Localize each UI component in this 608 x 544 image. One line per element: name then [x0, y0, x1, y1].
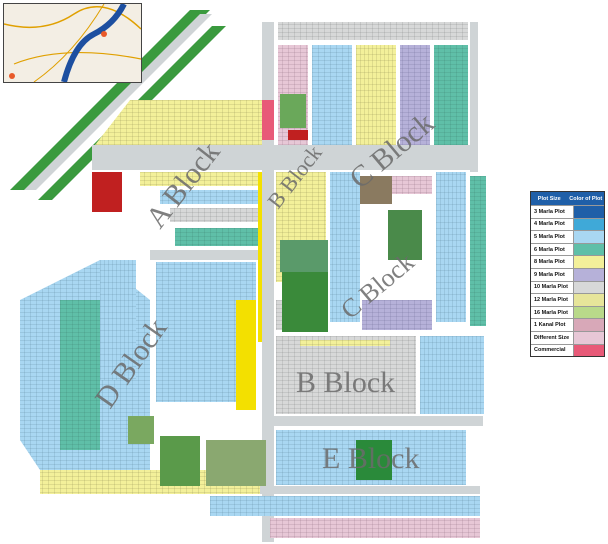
legend-label: Different Size [534, 334, 570, 341]
legend-label: 10 Marla Plot [534, 284, 568, 291]
legend-swatch [573, 218, 604, 231]
block-label-b-lower: B Block [296, 366, 395, 399]
legend-label: Commercial [534, 347, 566, 354]
north-plots [262, 22, 468, 145]
legend-header: Plot Size Color of Plot [531, 192, 604, 205]
legend-swatch [573, 281, 604, 294]
legend-row: 5 Marla Plot [531, 230, 604, 243]
legend-swatch [573, 256, 604, 268]
legend-row: 6 Marla Plot [531, 242, 604, 256]
legend-swatch [573, 268, 604, 281]
legend-label: 1 Kanal Plot [534, 322, 566, 329]
legend-swatch [573, 243, 604, 256]
legend-row: 8 Marla Plot [531, 255, 604, 268]
location-inset-map [3, 3, 142, 83]
inset-map-graphic [4, 4, 141, 82]
legend-swatch [573, 331, 604, 344]
plot-size-legend: Plot Size Color of Plot 3 Marla Plot 4 Ma… [530, 191, 605, 358]
legend-row: 9 Marla Plot [531, 267, 604, 281]
legend-label: 8 Marla Plot [534, 259, 565, 266]
b-block-lower-plots [236, 300, 484, 414]
legend-row: 16 Marla Plot [531, 305, 604, 319]
legend-row: Different Size [531, 330, 604, 344]
location-pin-icon [9, 73, 15, 79]
legend-row: 1 Kanal Plot [531, 318, 604, 331]
roads [92, 22, 483, 542]
legend-label: 4 Marla Plot [534, 221, 565, 228]
legend-row: 4 Marla Plot [531, 217, 604, 231]
legend-label: 6 Marla Plot [534, 246, 565, 253]
legend-swatch [573, 319, 604, 331]
legend-label: 9 Marla Plot [534, 271, 565, 278]
legend-label: 5 Marla Plot [534, 233, 565, 240]
e-block-plots [210, 430, 480, 538]
legend-header-size: Plot Size [537, 195, 561, 202]
legend-header-color: Color of Plot [569, 195, 603, 202]
legend-label: 16 Marla Plot [534, 309, 568, 316]
legend-row: 12 Marla Plot [531, 293, 604, 306]
park-images [128, 94, 422, 486]
legend-row: Commercial [531, 343, 604, 357]
legend-row: 10 Marla Plot [531, 280, 604, 294]
legend-swatch [573, 306, 604, 319]
legend-label: 3 Marla Plot [534, 208, 565, 215]
legend-swatch [573, 231, 604, 243]
legend-swatch [573, 344, 604, 357]
legend-row: 3 Marla Plot [531, 205, 604, 218]
legend-swatch [573, 206, 604, 218]
d-block-plots [20, 260, 260, 494]
block-label-e: E Block [322, 442, 420, 475]
location-pin-icon [101, 31, 107, 37]
legend-label: 12 Marla Plot [534, 296, 568, 303]
legend-swatch [573, 294, 604, 306]
a-block-plots [92, 100, 262, 246]
